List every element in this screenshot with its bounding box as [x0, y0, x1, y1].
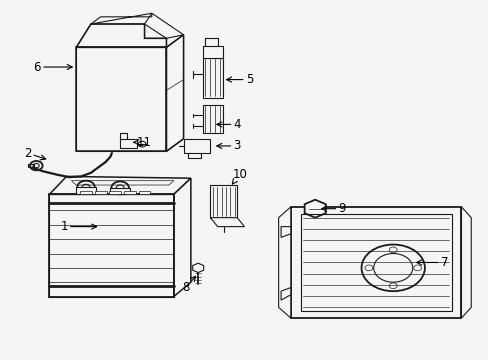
- Polygon shape: [76, 47, 166, 151]
- Polygon shape: [95, 191, 106, 194]
- Polygon shape: [109, 191, 121, 194]
- Text: 2: 2: [24, 147, 45, 160]
- Text: 5: 5: [226, 73, 253, 86]
- Polygon shape: [290, 207, 461, 318]
- Polygon shape: [278, 207, 290, 318]
- Polygon shape: [281, 288, 290, 300]
- Text: 1: 1: [60, 220, 97, 233]
- Polygon shape: [49, 176, 190, 194]
- Polygon shape: [139, 191, 150, 194]
- Polygon shape: [76, 24, 166, 47]
- Text: 8: 8: [182, 276, 195, 294]
- Polygon shape: [281, 226, 290, 237]
- Text: 4: 4: [216, 118, 241, 131]
- Text: 3: 3: [216, 139, 241, 152]
- Text: 11: 11: [134, 136, 152, 149]
- Polygon shape: [210, 218, 244, 226]
- Polygon shape: [203, 58, 222, 98]
- Polygon shape: [203, 45, 222, 58]
- Polygon shape: [210, 185, 237, 218]
- Polygon shape: [120, 139, 137, 148]
- Text: 6: 6: [34, 60, 72, 73]
- Polygon shape: [80, 191, 92, 194]
- Polygon shape: [173, 178, 190, 297]
- Polygon shape: [203, 105, 222, 134]
- Polygon shape: [49, 194, 173, 297]
- Polygon shape: [192, 263, 203, 273]
- Polygon shape: [166, 35, 183, 151]
- Polygon shape: [110, 188, 130, 194]
- Text: 10: 10: [232, 168, 246, 184]
- Polygon shape: [183, 139, 210, 153]
- Polygon shape: [304, 200, 325, 218]
- Polygon shape: [124, 191, 136, 194]
- Text: 7: 7: [416, 256, 447, 269]
- Text: 9: 9: [321, 202, 345, 215]
- Polygon shape: [76, 187, 96, 194]
- Polygon shape: [461, 207, 470, 318]
